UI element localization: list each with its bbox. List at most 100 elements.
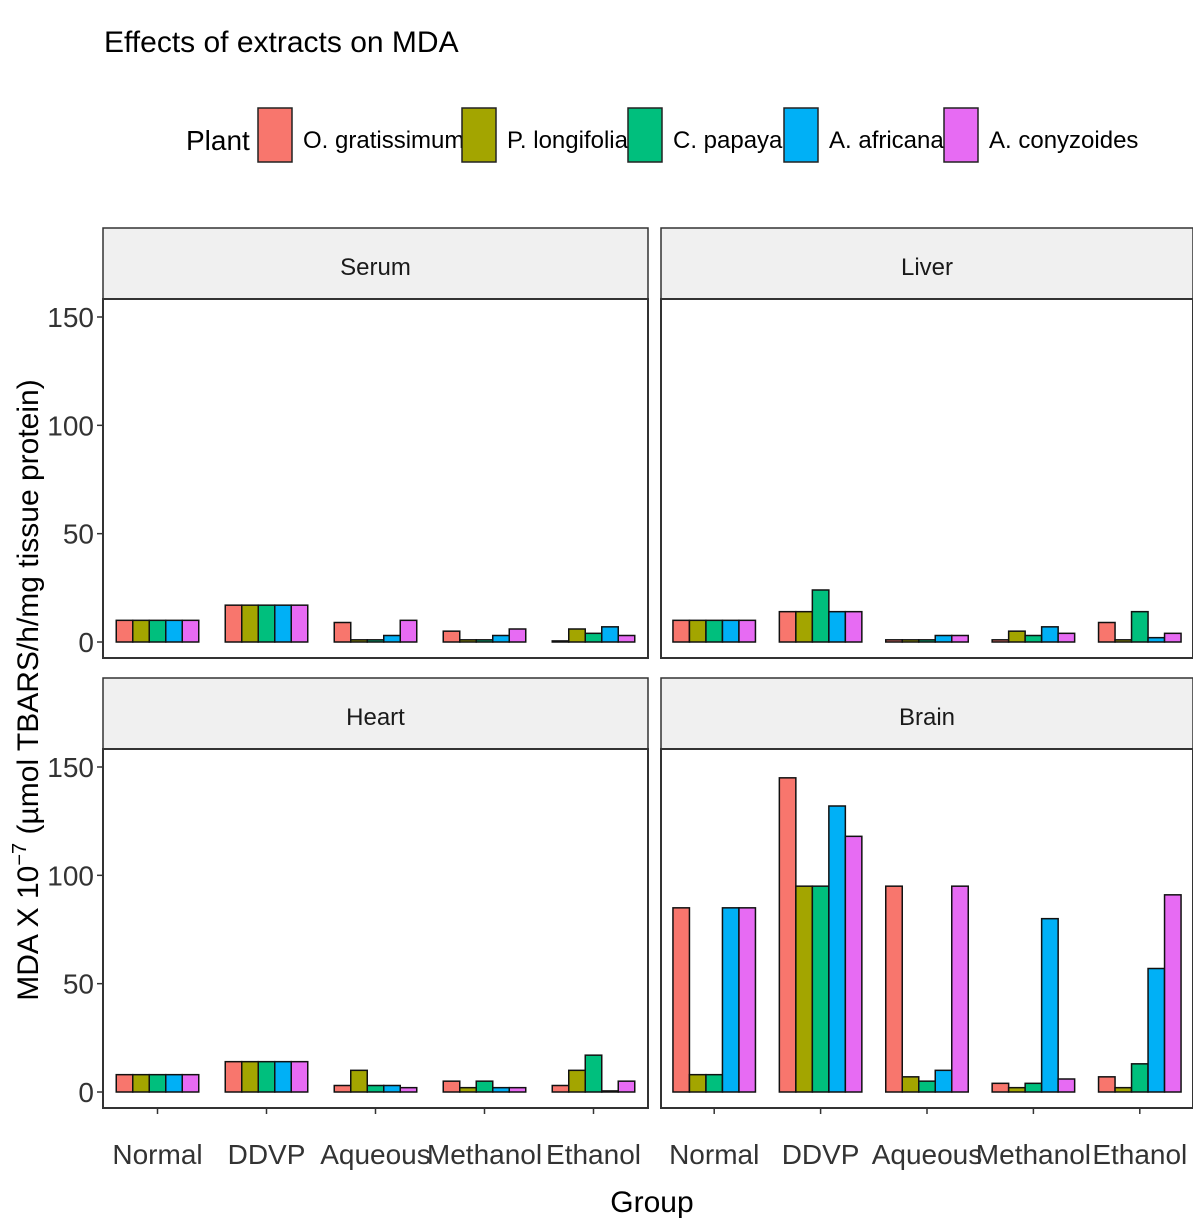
bar-brain-ethanol-a-conyzoides — [1163, 894, 1182, 1093]
bar-serum-aqueous-p-longifolia — [350, 639, 368, 643]
legend-key-a-africana — [783, 107, 819, 163]
bar-liver-normal-c-papaya — [705, 619, 724, 643]
bar-heart-aqueous-p-longifolia — [350, 1069, 368, 1093]
strip-serum — [102, 227, 649, 300]
bar-brain-normal-o-gratissimum — [672, 907, 691, 1093]
y-tick-label-heart-150: 150 — [47, 752, 94, 783]
bar-brain-normal-a-conyzoides — [738, 907, 757, 1093]
y-axis-title-suffix: (µmol TBARS/h/mg tissue protein) — [12, 379, 45, 843]
y-tick-label-serum-150: 150 — [47, 302, 94, 333]
bar-brain-methanol-c-papaya — [1024, 1082, 1043, 1093]
bar-liver-aqueous-c-papaya — [918, 639, 936, 643]
bar-heart-ethanol-c-papaya — [584, 1054, 603, 1093]
bar-heart-normal-p-longifolia — [132, 1073, 150, 1093]
y-tick-label-serum-50: 50 — [63, 519, 94, 550]
bar-serum-aqueous-c-papaya — [366, 639, 385, 643]
legend-label-p-longifolia: P. longifolia — [507, 127, 629, 154]
bar-heart-methanol-o-gratissimum — [442, 1080, 461, 1093]
bar-liver-ddvp-a-africana — [828, 610, 847, 643]
bar-brain-ddvp-p-longifolia — [795, 885, 814, 1093]
legend-label-o-gratissimum: O. gratissimum — [303, 127, 464, 154]
bar-liver-ddvp-o-gratissimum — [778, 610, 797, 643]
bar-brain-ethanol-a-africana — [1147, 967, 1166, 1093]
bar-heart-ethanol-o-gratissimum — [551, 1084, 570, 1093]
y-tick-label-heart-0: 0 — [78, 1077, 94, 1108]
bar-brain-ethanol-p-longifolia — [1114, 1086, 1133, 1093]
bar-serum-ethanol-p-longifolia — [568, 628, 586, 643]
bar-serum-normal-a-conyzoides — [181, 619, 200, 643]
bar-serum-methanol-a-conyzoides — [508, 628, 527, 643]
bar-heart-ddvp-a-africana — [274, 1060, 292, 1093]
bar-liver-ethanol-p-longifolia — [1114, 639, 1133, 643]
bar-brain-normal-p-longifolia — [688, 1073, 707, 1093]
bar-heart-normal-c-papaya — [148, 1073, 167, 1093]
bar-heart-ethanol-a-conyzoides — [617, 1080, 636, 1093]
bar-heart-ddvp-a-conyzoides — [290, 1060, 309, 1093]
y-tick-label-serum-100: 100 — [47, 410, 94, 441]
bar-heart-ethanol-p-longifolia — [568, 1069, 586, 1093]
y-axis-title: MDA X 10−7 (µmol TBARS/h/mg tissue prote… — [9, 379, 45, 1000]
bar-serum-aqueous-o-gratissimum — [333, 621, 352, 643]
bar-liver-methanol-p-longifolia — [1007, 630, 1026, 643]
legend-label-c-papaya: C. papaya — [673, 127, 783, 154]
bar-serum-ddvp-o-gratissimum — [224, 604, 243, 643]
bar-brain-methanol-p-longifolia — [1007, 1086, 1026, 1093]
bar-serum-normal-o-gratissimum — [115, 619, 134, 643]
legend-key-c-papaya — [627, 107, 663, 163]
bar-liver-methanol-o-gratissimum — [991, 639, 1010, 643]
bar-serum-ethanol-c-papaya — [584, 632, 603, 643]
bar-liver-normal-a-conyzoides — [738, 619, 757, 643]
x-axis-title: Group — [610, 1186, 693, 1219]
bar-liver-aqueous-o-gratissimum — [885, 639, 903, 643]
y-axis-title-prefix: MDA X 10 — [12, 866, 45, 1001]
strip-brain — [660, 677, 1193, 750]
legend: Plant O. gratissimum P. longifolia C. papa… — [186, 107, 1138, 163]
strip-liver — [660, 227, 1193, 300]
bar-liver-methanol-c-papaya — [1024, 634, 1043, 643]
legend-key-o-gratissimum — [257, 107, 293, 163]
bar-heart-normal-a-africana — [165, 1073, 183, 1093]
y-axis-title-superscript: −7 — [9, 843, 31, 866]
bar-liver-ddvp-c-papaya — [811, 589, 830, 643]
panel-serum: Serum 0 50 100 150 — [47, 227, 649, 659]
x-tick-label-heart-ethanol: Ethanol — [546, 1139, 641, 1170]
bar-brain-ddvp-o-gratissimum — [778, 777, 797, 1093]
bar-serum-aqueous-a-africana — [383, 634, 401, 643]
bar-brain-ddvp-a-africana — [828, 805, 847, 1093]
bar-heart-aqueous-o-gratissimum — [333, 1084, 352, 1093]
bar-liver-methanol-a-africana — [1040, 626, 1059, 643]
y-tick-label-serum-0: 0 — [78, 627, 94, 658]
panel-border-heart — [102, 748, 649, 1109]
bar-serum-ethanol-o-gratissimum — [551, 640, 570, 643]
bar-serum-ethanol-a-conyzoides — [617, 634, 636, 643]
bar-brain-methanol-o-gratissimum — [991, 1082, 1010, 1093]
bar-liver-normal-p-longifolia — [688, 619, 707, 643]
bar-serum-ddvp-p-longifolia — [241, 604, 259, 643]
bar-serum-normal-c-papaya — [148, 619, 167, 643]
bar-liver-aqueous-a-africana — [934, 634, 953, 643]
legend-label-a-conyzoides: A. conyzoides — [989, 127, 1138, 154]
bar-serum-ddvp-a-conyzoides — [290, 604, 309, 643]
legend-title: Plant — [186, 125, 250, 156]
strip-label-heart: Heart — [346, 704, 405, 731]
panel-border-serum — [102, 298, 649, 659]
bar-serum-ddvp-a-africana — [274, 604, 292, 643]
bar-brain-methanol-a-conyzoides — [1057, 1078, 1076, 1093]
bar-heart-aqueous-a-africana — [383, 1084, 401, 1093]
strip-heart — [102, 677, 649, 750]
bar-brain-aqueous-a-africana — [934, 1069, 953, 1093]
strip-label-brain: Brain — [899, 704, 955, 731]
bar-serum-methanol-o-gratissimum — [442, 630, 461, 643]
bar-heart-aqueous-a-conyzoides — [399, 1086, 418, 1093]
bar-brain-aqueous-a-conyzoides — [951, 885, 969, 1093]
bar-serum-normal-a-africana — [165, 619, 183, 643]
bar-heart-ethanol-a-africana — [601, 1090, 619, 1093]
bar-liver-methanol-a-conyzoides — [1057, 632, 1076, 643]
bar-serum-ethanol-a-africana — [601, 626, 619, 643]
bar-serum-normal-p-longifolia — [132, 619, 150, 643]
bar-brain-normal-a-africana — [721, 907, 740, 1093]
bar-liver-aqueous-p-longifolia — [901, 639, 920, 643]
legend-key-a-conyzoides — [943, 107, 979, 163]
bar-heart-ddvp-o-gratissimum — [224, 1060, 243, 1093]
